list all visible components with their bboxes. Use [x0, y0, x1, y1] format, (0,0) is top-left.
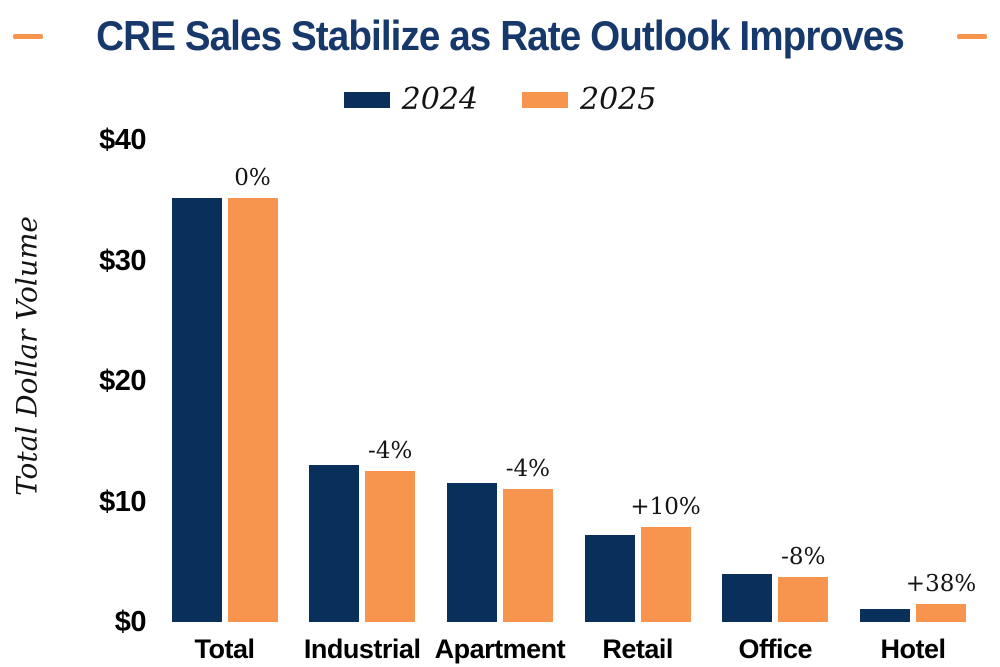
change-label-hotel: +38%: [905, 571, 977, 597]
legend-label-2024: 2024: [401, 82, 478, 117]
legend-swatch-2025: [522, 92, 568, 108]
legend: 2024 2025: [0, 85, 1000, 115]
bar-2025-total: [227, 198, 278, 622]
x-label-office: Office: [738, 634, 813, 664]
chart-header: CRE Sales Stabilize as Rate Outlook Impr…: [0, 10, 1000, 62]
legend-label-2025: 2025: [580, 82, 657, 117]
x-label-industrial: Industrial: [303, 634, 421, 664]
y-tick-label-40: $40: [99, 124, 146, 156]
bar-2025-apartment: [502, 489, 553, 622]
chart-title: CRE Sales Stabilize as Rate Outlook Impr…: [96, 12, 905, 59]
y-tick-label-30: $30: [99, 244, 146, 277]
bar-2024-retail: [584, 535, 635, 622]
legend-item-2024: 2024: [343, 82, 478, 117]
y-axis-title: Total Dollar Volume: [10, 216, 44, 496]
bar-2024-total: [171, 198, 222, 622]
x-label-retail: Retail: [602, 634, 673, 664]
x-label-apartment: Apartment: [434, 634, 566, 664]
title-dash-left-icon: [13, 33, 43, 39]
change-label-industrial: -4%: [368, 438, 413, 464]
legend-item-2025: 2025: [522, 85, 656, 115]
bar-2025-industrial: [365, 471, 416, 622]
change-label-total: 0%: [234, 165, 271, 191]
x-label-hotel: Hotel: [880, 634, 947, 664]
bar-2025-hotel: [916, 604, 966, 622]
title-dash-right-icon: [956, 33, 987, 39]
bar-2025-office: [778, 577, 829, 622]
legend-swatch-2024: [343, 92, 390, 108]
bar-2024-hotel: [860, 609, 910, 622]
y-tick-label-20: $20: [99, 365, 146, 397]
change-label-apartment: -4%: [505, 456, 551, 482]
bar-2025-retail: [640, 527, 691, 622]
bar-2024-office: [722, 574, 773, 622]
y-tick-label-10: $10: [99, 485, 146, 518]
change-label-retail: +10%: [630, 494, 701, 520]
x-label-total: Total: [194, 634, 256, 664]
y-tick-label-0: $0: [114, 606, 147, 638]
bar-2024-apartment: [446, 483, 497, 622]
change-label-office: -8%: [781, 544, 826, 570]
bar-2024-industrial: [309, 465, 360, 622]
